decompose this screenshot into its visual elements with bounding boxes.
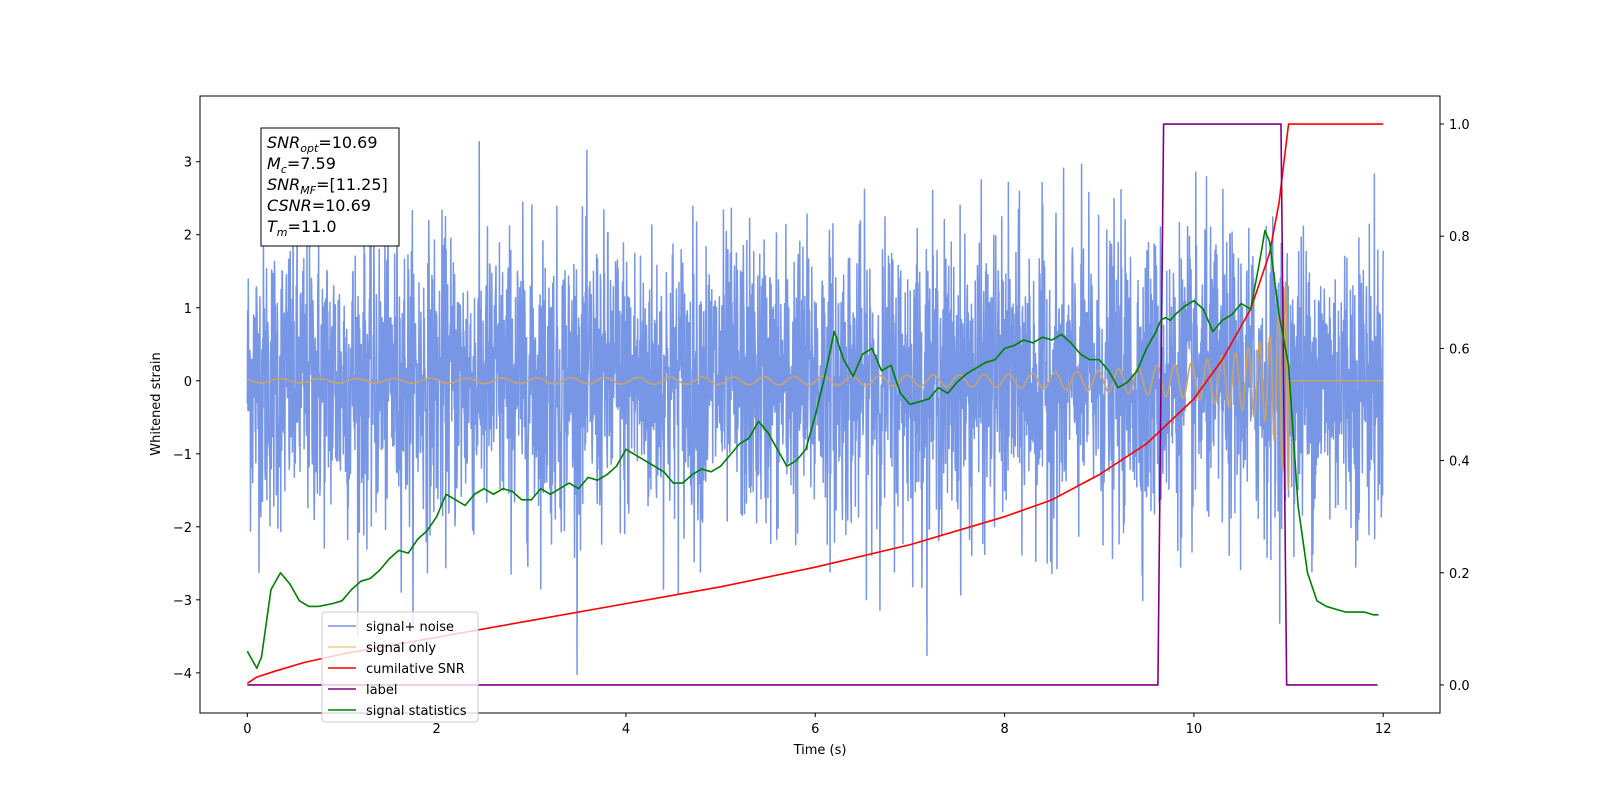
y-tick-label: −4 [173,667,192,682]
series-label-line [247,123,1378,686]
x-tick-label: 4 [622,722,630,737]
y-tick-label: 1 [184,302,192,317]
annotation-box-frame [260,127,400,247]
y-tick-label: 3 [184,156,192,171]
legend-entry: cumilative SNR [366,662,465,677]
y-tick-label: −1 [173,448,192,463]
x-axis-label: Time (s) [793,743,847,758]
y-tick-label: −3 [173,594,192,609]
y2-tick-label: 1.0 [1449,118,1470,133]
legend-entry: signal only [366,641,436,656]
plot-area [246,123,1384,686]
annotation-line: Mc=7.59 [267,154,336,176]
plot-frame [199,95,1441,714]
y2-tick-label: 0.0 [1449,679,1470,694]
y-tick-label: 2 [184,229,192,244]
x-tick-label: 12 [1375,722,1392,737]
x-tick-label: 2 [433,722,441,737]
legend-entry: label [366,683,397,698]
y-tick-label: −2 [173,521,192,536]
y2-tick-label: 0.2 [1449,567,1470,582]
x-tick-label: 10 [1186,722,1203,737]
legend-entry: signal+ noise [366,620,454,635]
y2-tick-label: 0.4 [1449,455,1470,470]
series-signal-noise-line [246,140,1384,676]
x-tick-label: 8 [1000,722,1008,737]
legend: signal+ noise signal only cumilative SNR la… [321,611,479,723]
y-tick-label: 0 [184,375,192,390]
y-axis-label: Whitened strain [149,352,164,455]
stats-annotation-box: SNRopt=10.69Mc=7.59SNRMF=[11.25]CSNR=10.… [260,127,400,247]
x-tick-label: 6 [811,722,819,737]
series-signal-only-line [246,280,1384,491]
y2-tick-label: 0.8 [1449,230,1470,245]
annotation-line: Tm=11.0 [267,217,337,239]
series-signal-statistics-line [246,229,1379,669]
x-tick-label: 0 [243,722,251,737]
annotation-line: CSNR=10.69 [267,196,371,215]
signal-only-overlay [247,281,1384,490]
y2-tick-label: 0.6 [1449,342,1470,357]
annotation-line: SNRopt=10.69 [267,133,378,155]
annotation-line: SNRMF=[11.25] [267,175,388,197]
legend-entry: signal statistics [366,704,467,719]
legend-frame [321,611,479,723]
